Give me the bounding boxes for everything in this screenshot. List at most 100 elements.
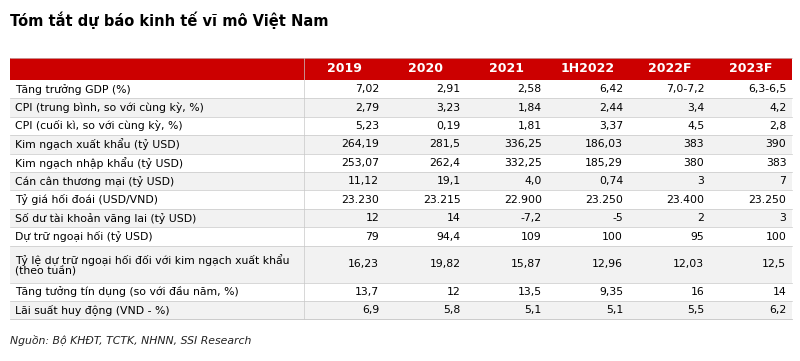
Text: Số dư tài khoản vãng lai (tỷ USD): Số dư tài khoản vãng lai (tỷ USD) xyxy=(15,213,197,223)
Text: 5,8: 5,8 xyxy=(443,305,461,315)
Text: 262,4: 262,4 xyxy=(430,158,461,168)
Bar xyxy=(10,301,792,319)
Bar xyxy=(10,209,792,227)
Text: 23.250: 23.250 xyxy=(585,195,623,205)
Text: 383: 383 xyxy=(766,158,786,168)
Text: -5: -5 xyxy=(612,213,623,223)
Text: 11,12: 11,12 xyxy=(348,176,379,186)
Bar xyxy=(10,80,792,98)
Text: 4,2: 4,2 xyxy=(769,103,786,113)
Text: 3: 3 xyxy=(698,176,704,186)
Text: 6,42: 6,42 xyxy=(599,84,623,94)
Text: 5,23: 5,23 xyxy=(355,121,379,131)
Text: 2,8: 2,8 xyxy=(769,121,786,131)
Text: 7: 7 xyxy=(779,176,786,186)
Text: 336,25: 336,25 xyxy=(504,139,542,149)
Text: -7,2: -7,2 xyxy=(521,213,542,223)
Text: 2: 2 xyxy=(698,213,704,223)
Text: 264,19: 264,19 xyxy=(342,139,379,149)
Text: 14: 14 xyxy=(446,213,461,223)
Text: Tăng tưởng tín dụng (so với đầu năm, %): Tăng tưởng tín dụng (so với đầu năm, %) xyxy=(15,286,239,297)
Text: 2,91: 2,91 xyxy=(436,84,461,94)
Text: 2,79: 2,79 xyxy=(355,103,379,113)
Text: 253,07: 253,07 xyxy=(341,158,379,168)
Text: Tăng trưởng GDP (%): Tăng trưởng GDP (%) xyxy=(15,84,131,95)
Text: 23.400: 23.400 xyxy=(666,195,704,205)
Text: 281,5: 281,5 xyxy=(430,139,461,149)
Text: 5,5: 5,5 xyxy=(687,305,704,315)
Text: 15,87: 15,87 xyxy=(510,259,542,269)
Text: Dự trữ ngoại hối (tỷ USD): Dự trữ ngoại hối (tỷ USD) xyxy=(15,231,153,242)
Text: Tóm tắt dự báo kinh tế vĩ mô Việt Nam: Tóm tắt dự báo kinh tế vĩ mô Việt Nam xyxy=(10,12,329,29)
Text: 2020: 2020 xyxy=(408,62,443,75)
Bar xyxy=(10,191,792,209)
Text: 94,4: 94,4 xyxy=(436,231,461,242)
Bar xyxy=(10,135,792,153)
Text: Kim ngạch nhập khẩu (tỷ USD): Kim ngạch nhập khẩu (tỷ USD) xyxy=(15,157,183,169)
Text: 16: 16 xyxy=(690,287,704,297)
Bar xyxy=(10,98,792,117)
Text: 1,81: 1,81 xyxy=(518,121,542,131)
Text: CPI (trung bình, so với cùng kỳ, %): CPI (trung bình, so với cùng kỳ, %) xyxy=(15,102,204,113)
Text: Kim ngạch xuất khẩu (tỷ USD): Kim ngạch xuất khẩu (tỷ USD) xyxy=(15,138,180,150)
Text: Tỷ giá hối đoái (USD/VND): Tỷ giá hối đoái (USD/VND) xyxy=(15,194,158,205)
Text: 332,25: 332,25 xyxy=(504,158,542,168)
Text: 1,84: 1,84 xyxy=(518,103,542,113)
Text: 1H2022: 1H2022 xyxy=(561,62,615,75)
Text: 79: 79 xyxy=(366,231,379,242)
Text: 2021: 2021 xyxy=(490,62,524,75)
Text: 109: 109 xyxy=(521,231,542,242)
Text: 2023F: 2023F xyxy=(730,62,773,75)
Text: 12: 12 xyxy=(446,287,461,297)
Text: 22.900: 22.900 xyxy=(504,195,542,205)
Bar xyxy=(10,117,792,135)
Text: 2022F: 2022F xyxy=(647,62,691,75)
Text: 380: 380 xyxy=(683,158,704,168)
Text: 100: 100 xyxy=(766,231,786,242)
Text: Nguồn: Bộ KHĐT, TCTK, NHNN, SSI Research: Nguồn: Bộ KHĐT, TCTK, NHNN, SSI Research xyxy=(10,335,252,346)
Text: 23.215: 23.215 xyxy=(422,195,461,205)
Text: 12,5: 12,5 xyxy=(762,259,786,269)
Text: 3,23: 3,23 xyxy=(436,103,461,113)
Text: 23.230: 23.230 xyxy=(342,195,379,205)
Text: 9,35: 9,35 xyxy=(599,287,623,297)
Text: 3,37: 3,37 xyxy=(599,121,623,131)
Text: 7,02: 7,02 xyxy=(355,84,379,94)
Text: 2,58: 2,58 xyxy=(518,84,542,94)
Text: 16,23: 16,23 xyxy=(348,259,379,269)
Text: 3: 3 xyxy=(779,213,786,223)
Text: 0,19: 0,19 xyxy=(436,121,461,131)
Text: 185,29: 185,29 xyxy=(585,158,623,168)
Text: 12,03: 12,03 xyxy=(674,259,704,269)
Text: 4,0: 4,0 xyxy=(524,176,542,186)
Text: 12,96: 12,96 xyxy=(592,259,623,269)
Bar xyxy=(10,153,792,172)
Text: 390: 390 xyxy=(766,139,786,149)
Text: 5,1: 5,1 xyxy=(606,305,623,315)
Text: 383: 383 xyxy=(684,139,704,149)
Text: 2,44: 2,44 xyxy=(599,103,623,113)
Bar xyxy=(10,172,792,191)
Text: 2019: 2019 xyxy=(326,62,362,75)
Bar xyxy=(10,246,792,283)
Text: (theo tuần): (theo tuần) xyxy=(15,265,76,275)
Text: 6,9: 6,9 xyxy=(362,305,379,315)
Text: 19,1: 19,1 xyxy=(436,176,461,186)
Text: 6,3-6,5: 6,3-6,5 xyxy=(748,84,786,94)
Text: 0,74: 0,74 xyxy=(598,176,623,186)
Text: 100: 100 xyxy=(602,231,623,242)
Text: Tỷ lệ dự trữ ngoại hối đối với kim ngạch xuất khẩu: Tỷ lệ dự trữ ngoại hối đối với kim ngạch… xyxy=(15,254,290,266)
Text: 4,5: 4,5 xyxy=(687,121,704,131)
Text: 7,0-7,2: 7,0-7,2 xyxy=(666,84,704,94)
Text: 3,4: 3,4 xyxy=(687,103,704,113)
Text: 12: 12 xyxy=(366,213,379,223)
Text: 186,03: 186,03 xyxy=(585,139,623,149)
Text: 14: 14 xyxy=(773,287,786,297)
Bar xyxy=(10,283,792,301)
Text: Lãi suất huy động (VND - %): Lãi suất huy động (VND - %) xyxy=(15,305,170,316)
Text: 13,5: 13,5 xyxy=(518,287,542,297)
Text: 23.250: 23.250 xyxy=(749,195,786,205)
Text: Cán cân thương mại (tỷ USD): Cán cân thương mại (tỷ USD) xyxy=(15,176,174,187)
Text: CPI (cuối kì, so với cùng kỳ, %): CPI (cuối kì, so với cùng kỳ, %) xyxy=(15,121,183,131)
Bar xyxy=(10,227,792,246)
